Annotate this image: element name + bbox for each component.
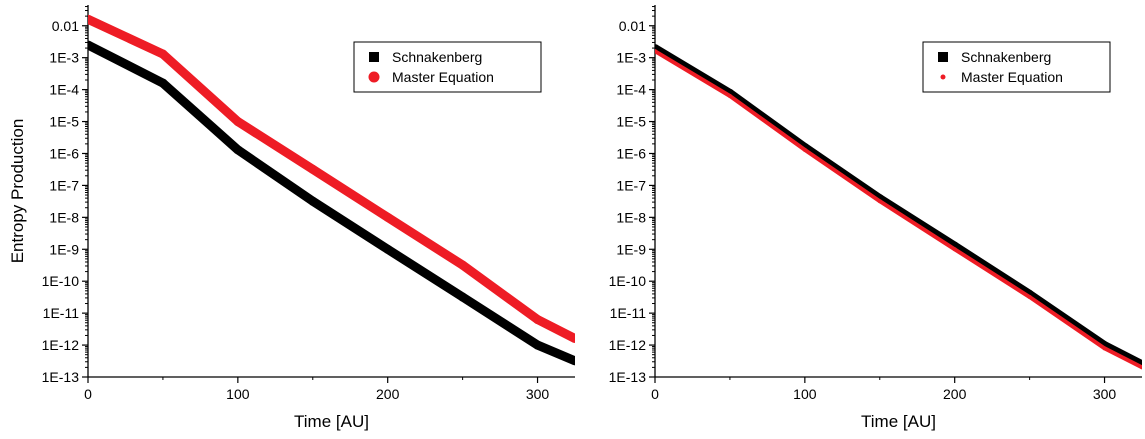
chart-panel-2: 0.01 1E-3 1E-4 1E-5 1E-6 1E-7 1E-8 1E-9 1E-10 1E-…	[609, 5, 1142, 431]
y-tick-label: 1E-13	[609, 369, 647, 385]
data-point	[533, 340, 543, 350]
y-tick-label: 1E-11	[43, 305, 80, 321]
legend-box	[922, 41, 1111, 93]
y-tick-label: 1E-3	[49, 50, 79, 66]
y-tick-label: 1E-7	[616, 177, 646, 193]
data-point	[383, 244, 393, 254]
legend-marker-circle	[940, 74, 946, 80]
series-schnakenberg-band	[655, 44, 1142, 368]
x-axis-title: Time [AU]	[294, 412, 369, 431]
x-tick-label: 100	[793, 386, 817, 402]
y-tick-label: 1E-8	[49, 209, 79, 225]
y-tick-label: 1E-12	[42, 337, 80, 353]
legend-label: Schnakenberg	[392, 49, 482, 65]
y-tick-label: 1E-4	[616, 82, 646, 98]
y-tick-label: 1E-5	[616, 114, 646, 130]
y-tick-label: 1E-4	[49, 82, 79, 98]
y-tick-label: 1E-11	[610, 305, 647, 321]
x-tick-label: 200	[943, 386, 967, 402]
data-point	[88, 14, 93, 24]
data-point	[1140, 365, 1142, 370]
y-tick-label: 1E-10	[42, 273, 80, 289]
x-tick-label: 0	[651, 386, 659, 402]
x-axis-title: Time [AU]	[861, 412, 936, 431]
chart-panel-1: 0.01 1E-3 1E-4 1E-5 1E-6 1E-7 1E-8 1E-9 1E-10 1E-…	[8, 5, 575, 431]
data-point	[533, 315, 543, 325]
data-point	[1102, 346, 1107, 351]
y-tick-label: 1E-5	[49, 114, 79, 130]
legend-label: Schnakenberg	[961, 49, 1051, 65]
x-tick-label: 100	[226, 386, 250, 402]
y-tick-label: 1E-13	[42, 369, 80, 385]
x-tick-label: 300	[526, 386, 550, 402]
y-tick-label: 1E-6	[49, 145, 79, 161]
y-axis-title: Entropy Production	[8, 119, 27, 264]
legend-marker-circle	[368, 71, 380, 83]
data-point	[952, 247, 957, 252]
y-tick-label: 1E-8	[616, 209, 646, 225]
data-point	[308, 164, 318, 174]
y-tick-label: 1E-9	[49, 241, 79, 257]
x-tick-label: 0	[84, 386, 92, 402]
legend-marker-square	[369, 52, 379, 62]
data-point	[383, 212, 393, 222]
y-tick-label: 1E-6	[616, 145, 646, 161]
data-point	[727, 94, 732, 99]
data-point	[233, 117, 243, 127]
y-tick-label: 1E-7	[49, 177, 79, 193]
x-tick-label: 200	[376, 386, 400, 402]
y-tick-label: 1E-9	[616, 241, 646, 257]
data-point	[570, 334, 575, 344]
x-tick-label: 300	[1093, 386, 1117, 402]
series-master-equation-band	[655, 49, 1142, 370]
y-tick-label: 1E-3	[616, 50, 646, 66]
y-tick-label: 1E-12	[609, 337, 647, 353]
data-point	[308, 196, 318, 206]
series-schnakenberg-band	[88, 40, 575, 366]
data-point	[802, 147, 807, 152]
data-point	[158, 49, 168, 59]
y-tick-label: 0.01	[619, 18, 646, 34]
legend-label: Master Equation	[392, 69, 494, 85]
legend-marker-square	[938, 52, 948, 62]
data-point	[458, 292, 468, 302]
data-point	[458, 260, 468, 270]
legend-label: Master Equation	[961, 69, 1063, 85]
data-point	[88, 40, 93, 50]
series-master-equation-band	[88, 15, 575, 343]
data-point	[1027, 295, 1032, 300]
data-point	[158, 78, 168, 88]
data-point	[877, 199, 882, 204]
data-point	[233, 145, 243, 155]
y-tick-label: 1E-10	[609, 273, 647, 289]
data-point	[655, 49, 657, 54]
data-point	[570, 356, 575, 366]
legend-box	[353, 41, 542, 93]
y-tick-label: 0.01	[52, 18, 79, 34]
